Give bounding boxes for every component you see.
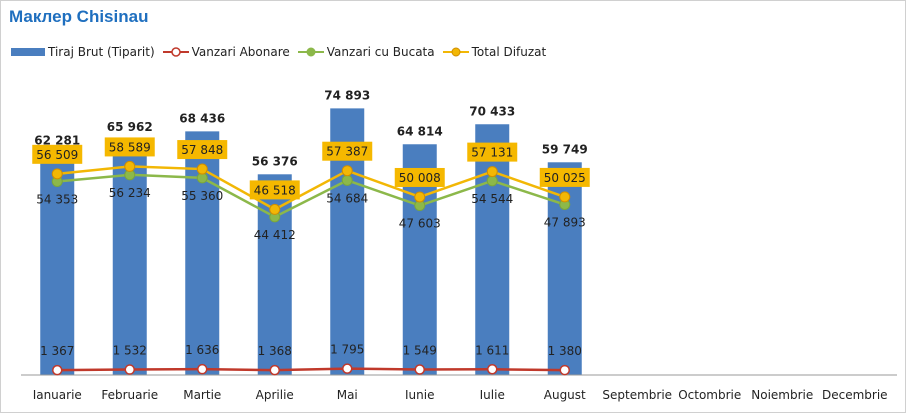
- point-total-3: [269, 203, 281, 215]
- line-marker-total-icon: [442, 47, 469, 57]
- point-total-5: [414, 191, 426, 203]
- label-bucata-5: 47 603: [399, 217, 441, 231]
- point-total-0: [51, 168, 63, 180]
- label-bg-total-3: [249, 180, 300, 200]
- label-bucata-4: 54 684: [326, 191, 368, 205]
- label-bg-total-5: [394, 167, 445, 187]
- point-total-4: [341, 165, 353, 177]
- bar-swatch-icon: [11, 48, 45, 56]
- bar-0: [40, 153, 75, 375]
- line-abonare: [57, 367, 565, 372]
- label-abonare-4: 1 795: [330, 343, 364, 357]
- bar-label-0: 62 281: [34, 133, 80, 147]
- point-bucata-4: [341, 174, 353, 186]
- point-abonare-5: [414, 364, 425, 375]
- bar-label-4: 74 893: [324, 88, 370, 102]
- x-tick-label-9: Octombrie: [678, 388, 741, 402]
- point-abonare-2: [197, 363, 208, 375]
- legend-item-abonare: Vanzari Abonare: [162, 45, 290, 59]
- label-abonare-5: 1 549: [403, 343, 437, 357]
- line-bucata: [57, 173, 566, 219]
- label-bg-total-4: [322, 141, 373, 161]
- label-bg-total-0: [32, 144, 83, 164]
- label-bucata-7: 47 893: [544, 216, 586, 230]
- legend-item-total: Total Difuzat: [442, 45, 547, 59]
- x-tick-label-0: Ianuarie: [33, 388, 82, 402]
- point-total-2: [196, 163, 208, 175]
- label-abonare-3: 1 368: [258, 344, 292, 358]
- bar-label-2: 68 436: [179, 111, 225, 125]
- point-abonare-1: [124, 364, 135, 375]
- bar-label-7: 59 749: [542, 142, 588, 156]
- label-abonare-7: 1 380: [548, 344, 582, 358]
- point-abonare-3: [269, 364, 280, 376]
- x-tick-label-4: Mai: [337, 388, 358, 402]
- x-tick-label-7: August: [544, 388, 586, 402]
- point-abonare-0: [52, 364, 63, 376]
- label-abonare-6: 1 611: [475, 343, 509, 357]
- label-bg-total-6: [467, 142, 518, 162]
- label-abonare-0: 1 367: [40, 344, 74, 358]
- x-tick-label-6: Iulie: [480, 388, 505, 402]
- legend-item-bucata: Vanzari cu Bucata: [297, 45, 435, 59]
- bar-6: [475, 124, 510, 376]
- point-bucata-6: [486, 175, 498, 187]
- point-abonare-4: [342, 363, 353, 374]
- line-marker-abonare-icon: [162, 47, 189, 57]
- x-tick-label-5: Iunie: [405, 388, 434, 402]
- legend-label-abonare: Vanzari Abonare: [191, 45, 290, 59]
- x-tick-label-1: Februarie: [101, 388, 158, 402]
- label-bucata-0: 54 353: [36, 193, 78, 207]
- point-total-1: [124, 160, 136, 172]
- bar-label-6: 70 433: [469, 104, 515, 118]
- label-abonare-1: 1 532: [113, 344, 147, 358]
- legend-label-tiraj: Tiraj Brut (Tiparit): [48, 45, 155, 59]
- x-tick-label-3: Aprilie: [256, 388, 294, 402]
- bar-label-5: 64 814: [397, 124, 443, 138]
- label-total-6: 57 131: [471, 146, 513, 160]
- label-total-0: 56 509: [36, 148, 78, 162]
- label-bucata-3: 44 412: [254, 228, 296, 242]
- x-tick-label-10: Noiembrie: [751, 388, 813, 402]
- legend-label-total: Total Difuzat: [471, 45, 547, 59]
- x-tick-label-11: Decembrie: [822, 388, 888, 402]
- label-bg-total-7: [539, 167, 590, 187]
- label-bg-total-1: [104, 137, 155, 157]
- point-total-7: [559, 191, 571, 203]
- line-marker-bucata-icon: [297, 47, 324, 57]
- label-total-1: 58 589: [109, 140, 151, 154]
- label-bucata-2: 55 360: [181, 189, 223, 203]
- label-abonare-2: 1 636: [185, 343, 219, 357]
- line-total: [57, 165, 566, 211]
- label-total-2: 57 848: [181, 143, 223, 157]
- point-total-6: [486, 166, 498, 178]
- label-bg-total-2: [177, 140, 228, 160]
- bar-label-1: 65 962: [107, 120, 153, 134]
- point-abonare-7: [559, 364, 570, 376]
- legend-item-tiraj: Tiraj Brut (Tiparit): [11, 45, 155, 59]
- label-total-4: 57 387: [326, 145, 368, 159]
- x-tick-label-8: Septembrie: [602, 388, 672, 402]
- x-tick-label-2: Martie: [183, 388, 221, 402]
- legend-label-bucata: Vanzari cu Bucata: [326, 45, 435, 59]
- label-total-3: 46 518: [254, 183, 296, 197]
- label-bucata-1: 56 234: [109, 186, 151, 200]
- bar-label-3: 56 376: [252, 154, 298, 168]
- label-total-5: 50 008: [399, 171, 441, 185]
- chart-title: Маклер Chisinau: [9, 7, 149, 26]
- label-total-7: 50 025: [544, 171, 586, 185]
- legend: Tiraj Brut (Tiparit) Vanzari Abonare Van…: [11, 45, 554, 59]
- label-bucata-6: 54 544: [471, 192, 513, 206]
- point-abonare-6: [487, 364, 498, 375]
